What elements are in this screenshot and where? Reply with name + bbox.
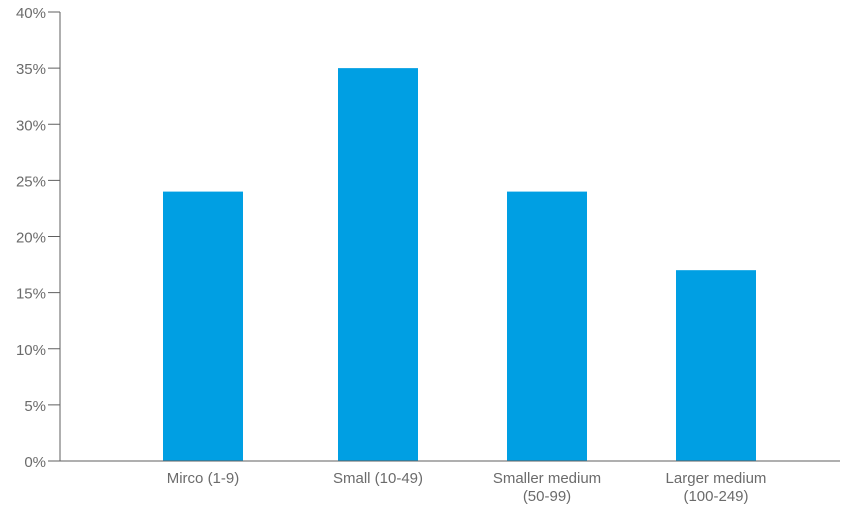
- bars: [163, 68, 756, 461]
- y-tick-label: 20%: [16, 230, 46, 247]
- y-tick-label: 40%: [16, 5, 46, 22]
- y-tick-label: 35%: [16, 61, 46, 78]
- y-tick-label: 5%: [24, 398, 46, 415]
- bar: [676, 270, 756, 461]
- x-category-label-line: (100-249): [683, 488, 748, 505]
- y-tick-label: 15%: [16, 286, 46, 303]
- x-category-label-line: (50-99): [523, 488, 571, 505]
- y-axis-ticks: 0% 5% 10% 15% 20% 25% 30% 35% 40%: [16, 5, 60, 471]
- x-category-label-line: Larger medium: [666, 470, 767, 487]
- x-category-label: Smaller medium (50-99): [493, 470, 601, 505]
- y-tick-label: 25%: [16, 173, 46, 190]
- x-category-label-line: Smaller medium: [493, 470, 601, 487]
- x-category-label: Larger medium (100-249): [666, 470, 767, 505]
- x-category-label-line: Small (10-49): [333, 470, 423, 487]
- x-category-label: Mirco (1-9): [167, 470, 240, 487]
- x-axis-labels: Mirco (1-9) Small (10-49) Smaller medium (5…: [167, 470, 767, 505]
- x-category-label-line: Mirco (1-9): [167, 470, 240, 487]
- y-tick-label: 10%: [16, 342, 46, 359]
- x-category-label: Small (10-49): [333, 470, 423, 487]
- y-tick-label: 0%: [24, 454, 46, 471]
- bar: [507, 191, 587, 461]
- bar: [338, 68, 418, 461]
- bar: [163, 191, 243, 461]
- y-tick-label: 30%: [16, 117, 46, 134]
